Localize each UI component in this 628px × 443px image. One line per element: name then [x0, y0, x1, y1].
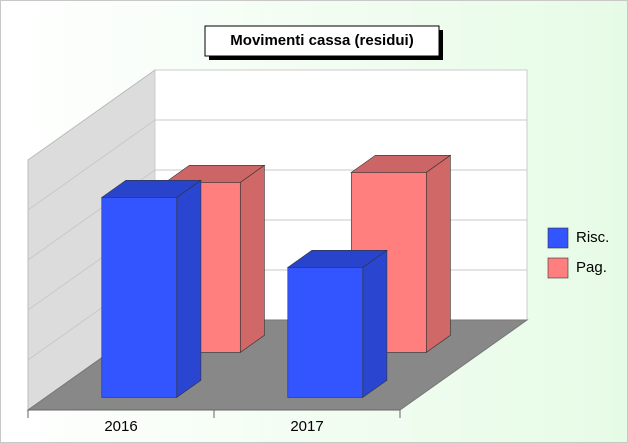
x-tick-label: 2017	[290, 418, 323, 435]
bar-side	[176, 179, 202, 398]
legend-swatch	[547, 257, 569, 279]
bar	[101, 197, 178, 398]
legend-swatch	[547, 227, 569, 249]
bar-side	[425, 154, 451, 353]
legend-label: Pag.	[576, 259, 607, 276]
legend: Risc. Pag.	[547, 227, 609, 279]
legend-label: Risc.	[576, 229, 609, 246]
x-tick-label: 2016	[104, 418, 137, 435]
bar-side	[239, 164, 265, 353]
bar-side	[362, 249, 388, 398]
grid-line	[27, 119, 527, 211]
plot-area: 2016 2017	[26, 69, 529, 435]
chart-title: Movimenti cassa (residui)	[230, 32, 413, 49]
title-box	[204, 25, 440, 57]
bar	[287, 267, 364, 398]
